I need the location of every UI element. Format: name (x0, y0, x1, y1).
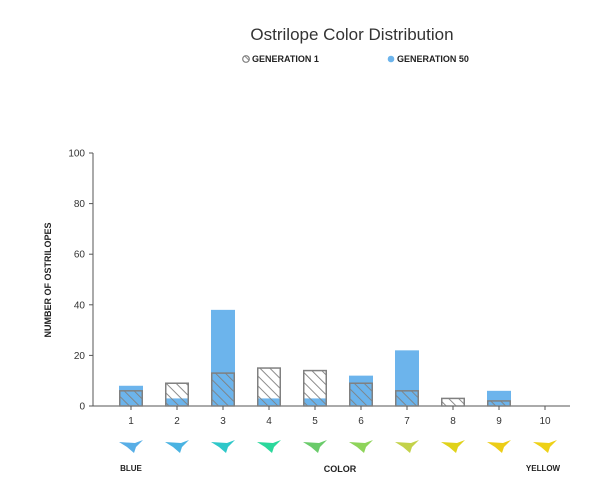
bar-generation-1 (395, 390, 419, 407)
blue-label: BLUE (120, 464, 142, 473)
legend-label-generation-1: GENERATION 1 (252, 54, 319, 64)
y-tick-label: 40 (74, 300, 86, 311)
ostrilope-color-swatch-icon (303, 440, 327, 453)
x-tick-label: 6 (358, 416, 364, 427)
bar-generation-1 (165, 382, 189, 407)
legend-item-generation-1: GENERATION 1 (242, 54, 319, 64)
ostrilope-color-swatch-icon (395, 440, 419, 453)
bar-generation-1 (119, 390, 143, 407)
bars (119, 309, 511, 407)
bar-generation-1 (303, 369, 327, 407)
x-axis-label: COLOR (324, 464, 357, 474)
x-tick-label: 2 (174, 416, 180, 427)
ostrilope-color-swatch-icon (441, 440, 465, 453)
y-tick-label: 80 (74, 199, 86, 210)
x-tick-label: 9 (496, 416, 502, 427)
y-tick-label: 20 (74, 351, 86, 362)
ostrilope-color-swatch-icon (165, 440, 189, 453)
x-tick-label: 3 (220, 416, 226, 427)
legend-label-generation-50: GENERATION 50 (397, 54, 469, 64)
bar-generation-1 (349, 382, 373, 407)
yellow-label: YELLOW (526, 464, 561, 473)
color-swatches (119, 440, 557, 453)
y-tick-label: 0 (79, 402, 85, 413)
bar-generation-1 (487, 400, 511, 407)
y-axis-label: NUMBER OF OSTRILOPES (43, 222, 53, 337)
ostrilope-color-swatch-icon (119, 440, 143, 453)
y-axis-ticks: 0 20 40 60 80 100 (68, 149, 93, 413)
legend-swatch-generation-50 (387, 55, 395, 63)
ostrilope-color-swatch-icon (487, 440, 511, 453)
y-tick-label: 100 (68, 149, 85, 160)
legend: GENERATION 1 GENERATION 50 (242, 54, 469, 64)
ostrilope-color-swatch-icon (211, 440, 235, 453)
bar-generation-1 (211, 372, 235, 407)
chart-title: Ostrilope Color Distribution (250, 25, 453, 44)
x-tick-label: 7 (404, 416, 410, 427)
ostrilope-color-swatch-icon (257, 440, 281, 453)
ostrilope-color-swatch-icon (349, 440, 373, 453)
x-tick-label: 8 (450, 416, 456, 427)
x-tick-label: 4 (266, 416, 272, 427)
x-tick-label: 10 (539, 416, 551, 427)
ostrilope-color-swatch-icon (533, 440, 557, 453)
legend-item-generation-50: GENERATION 50 (387, 54, 469, 64)
bar-generation-1 (441, 397, 465, 407)
x-tick-label: 1 (128, 416, 134, 427)
x-axis-ticks: 1 2 3 4 5 6 7 8 9 10 (128, 406, 551, 427)
legend-swatch-generation-1 (242, 55, 250, 63)
y-tick-label: 60 (74, 250, 86, 261)
bar-generation-1 (257, 367, 281, 407)
x-tick-label: 5 (312, 416, 318, 427)
